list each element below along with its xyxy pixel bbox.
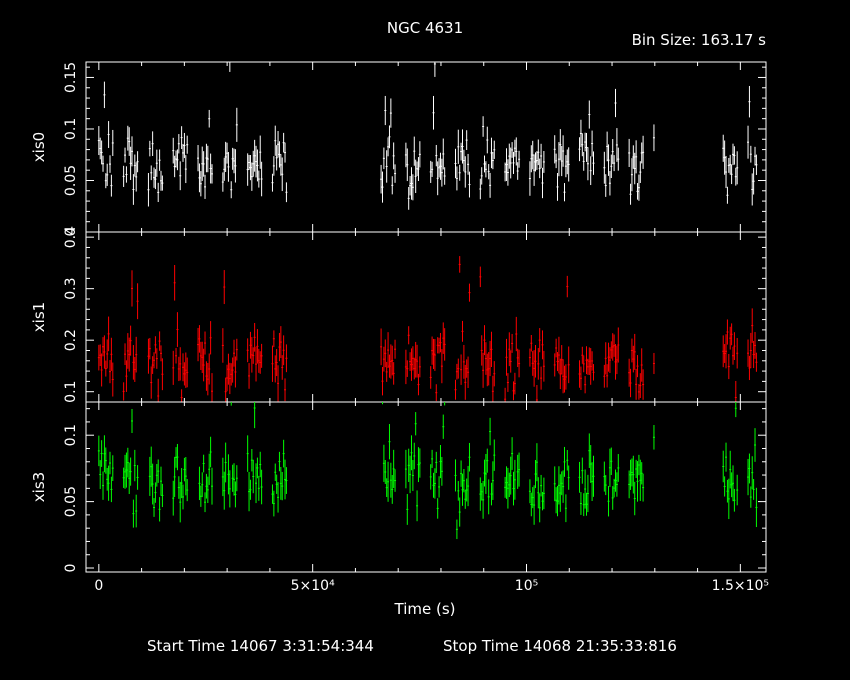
y-tick-label: 0.1 <box>63 118 79 140</box>
y-axis-label-xis1: xis1 <box>30 302 48 332</box>
y-tick-label: 0 <box>63 564 79 573</box>
y-tick-label: 0.15 <box>63 62 79 93</box>
stop-time-label: Stop Time 14068 21:35:33:816 <box>443 637 677 655</box>
panel-frame-xis0 <box>85 61 767 233</box>
panel-frame-xis1 <box>85 231 767 403</box>
x-tick-label: 0 <box>94 578 103 594</box>
chart-title: NGC 4631 <box>387 19 463 37</box>
y-tick-label: 0.2 <box>63 329 79 351</box>
x-axis-label: Time (s) <box>394 600 456 618</box>
start-time-label: Start Time 14067 3:31:54:344 <box>147 637 374 655</box>
y-tick-label: 0.05 <box>63 165 79 196</box>
y-tick-label: 0.05 <box>63 486 79 517</box>
y-tick-label: 0.1 <box>63 424 79 446</box>
panel-frame-xis3 <box>85 401 767 573</box>
plot-area: 0 0.05 0.1 0.15 xis0 0.1 0.2 0.3 0.4 xis1 0 0.05 0.1… <box>30 61 769 594</box>
y-tick-label: 0 <box>63 228 79 237</box>
y-tick-label: 0.3 <box>63 278 79 300</box>
bin-size-label: Bin Size: 163.17 s <box>632 31 767 49</box>
y-axis-label-xis3: xis3 <box>30 472 48 502</box>
x-tick-label: 10⁵ <box>515 578 538 594</box>
y-axis-label-xis0: xis0 <box>30 132 48 162</box>
x-tick-label: 1.5×10⁵ <box>712 578 769 594</box>
y-tick-label: 0.1 <box>63 381 79 403</box>
y-tick-label: 0.4 <box>63 226 79 248</box>
x-tick-label: 5×10⁴ <box>291 578 335 594</box>
